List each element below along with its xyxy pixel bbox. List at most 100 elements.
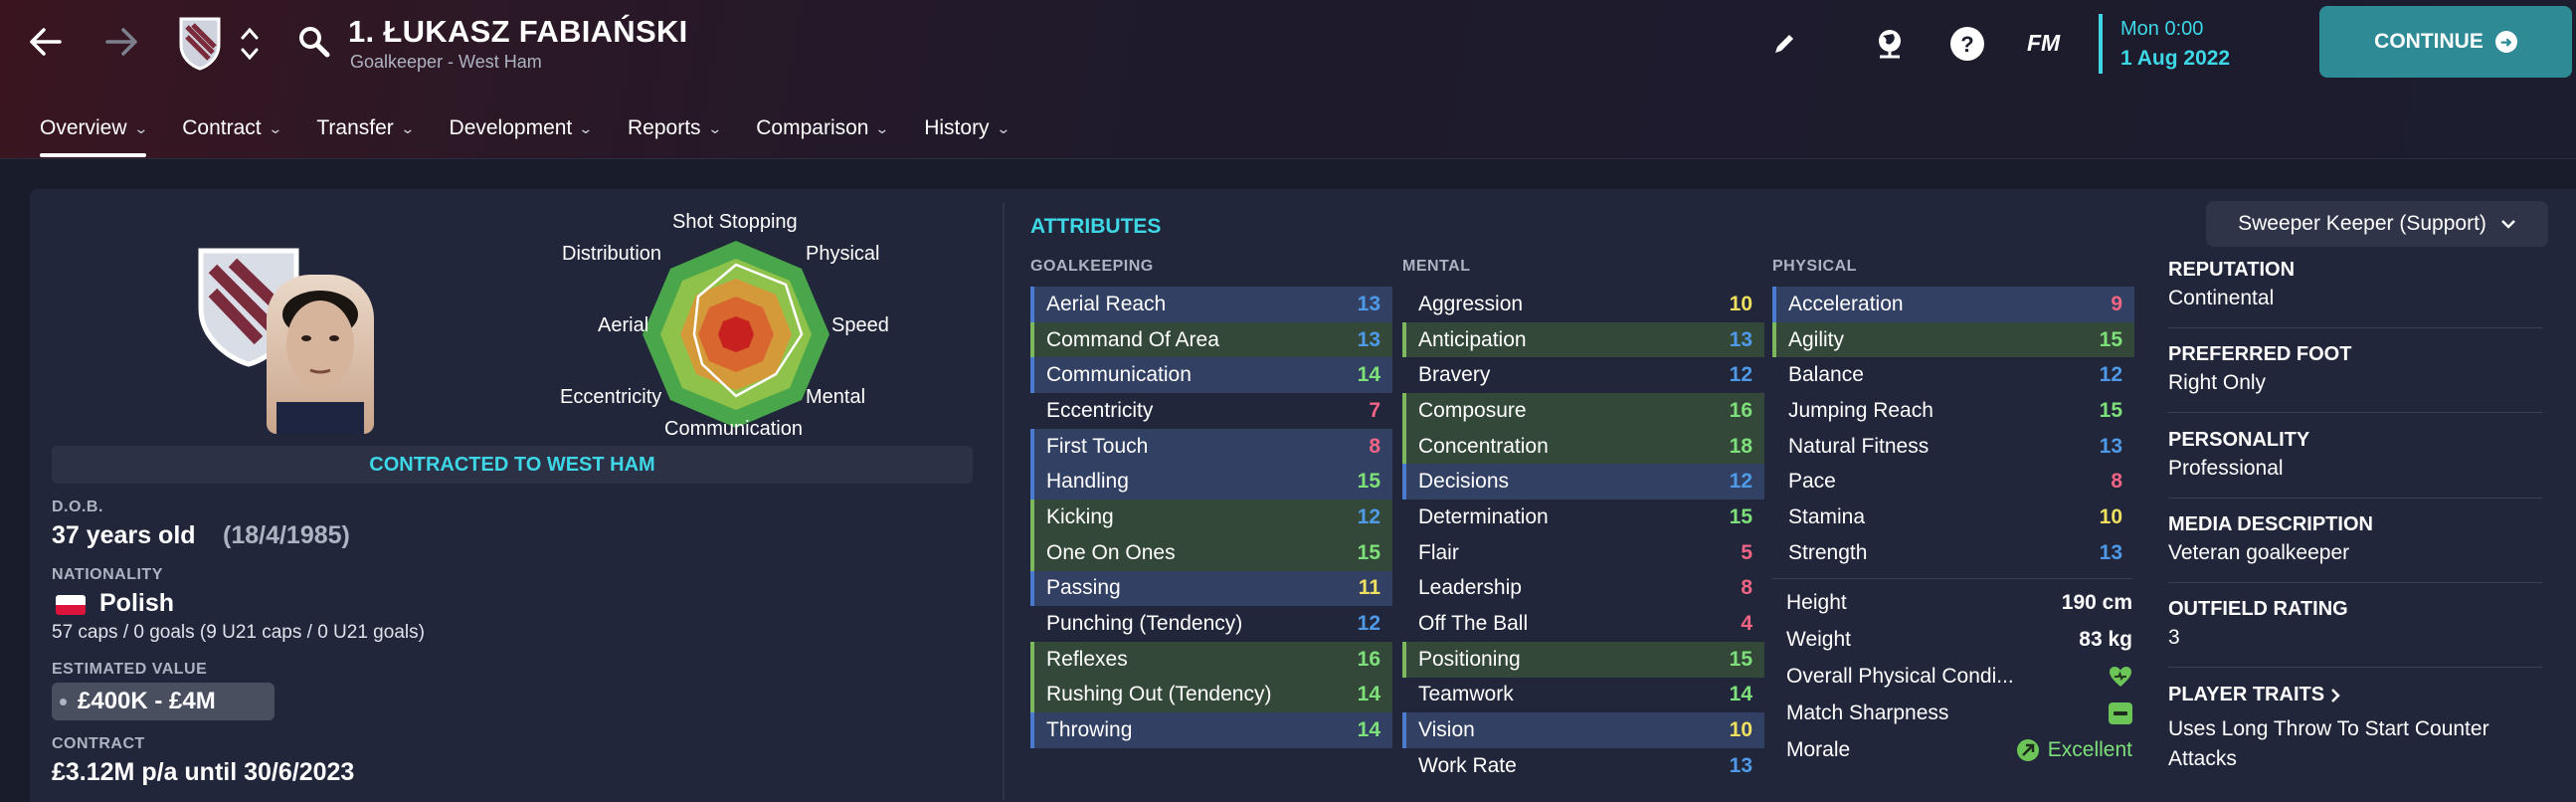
- attribute-row[interactable]: Natural Fitness 13: [1772, 429, 2134, 465]
- attribute-row[interactable]: Acceleration 9: [1772, 287, 2134, 322]
- forward-arrow-icon[interactable]: [101, 22, 141, 62]
- tab-overview[interactable]: Overview ⌄: [22, 107, 164, 157]
- attribute-row[interactable]: Punching (Tendency) 12: [1030, 606, 1392, 642]
- attribute-row[interactable]: Off The Ball 4: [1402, 606, 1764, 642]
- attribute-row[interactable]: Anticipation 13: [1402, 321, 1764, 358]
- attribute-name: Handling: [1046, 470, 1129, 494]
- edit-pencil-icon[interactable]: [1766, 26, 1802, 62]
- attribute-row[interactable]: Agility 15: [1772, 321, 2134, 358]
- radar-ring-inner: [718, 316, 754, 352]
- morale-up-arrow-icon: [2016, 739, 2039, 761]
- radar-label-aerial: Aerial: [598, 314, 649, 336]
- contract-status-banner[interactable]: CONTRACTED TO WEST HAM: [52, 446, 973, 484]
- sharpness-icon: [2109, 702, 2132, 724]
- preferred-foot-block: PREFERRED FOOT Right Only: [2168, 343, 2542, 413]
- attribute-row[interactable]: Vision 10: [1402, 712, 1764, 748]
- role-dropdown[interactable]: Sweeper Keeper (Support): [2206, 201, 2548, 247]
- nationality-value[interactable]: Polish: [99, 589, 175, 617]
- tab-comparison[interactable]: Comparison ⌄: [738, 107, 906, 149]
- attribute-row[interactable]: Pace 8: [1772, 464, 2134, 500]
- game-date[interactable]: Mon 0:00 1 Aug 2022: [2099, 14, 2230, 74]
- attribute-row[interactable]: Handling 15: [1030, 464, 1392, 501]
- radar-label-eccentricity: Eccentricity: [560, 386, 662, 408]
- attribute-row[interactable]: Bravery 12: [1402, 357, 1764, 393]
- attribute-value: 13: [1729, 327, 1752, 351]
- player-traits-link[interactable]: PLAYER TRAITS: [2168, 684, 2542, 706]
- chevron-down-icon: ⌄: [400, 119, 416, 136]
- outfield-rating-value: 3: [2168, 626, 2180, 649]
- help-icon[interactable]: ?: [1947, 24, 1987, 64]
- info-divider: [2168, 582, 2542, 583]
- tab-contract[interactable]: Contract ⌄: [164, 107, 298, 149]
- dob-label: D.O.B.: [52, 499, 103, 515]
- attribute-value: 13: [1729, 753, 1752, 777]
- attribute-name: Throwing: [1046, 718, 1133, 742]
- attribute-row[interactable]: Leadership 8: [1402, 571, 1764, 607]
- attribute-value: 8: [1741, 576, 1752, 600]
- reputation-block: REPUTATION Continental: [2168, 259, 2542, 328]
- attribute-row[interactable]: Kicking 12: [1030, 500, 1392, 535]
- attribute-row[interactable]: Passing 11: [1030, 570, 1392, 607]
- attribute-row[interactable]: Communication 14: [1030, 357, 1392, 394]
- attribute-row[interactable]: Composure 16: [1402, 393, 1764, 429]
- preferred-foot-value: Right Only: [2168, 371, 2267, 394]
- tab-history[interactable]: History ⌄: [906, 107, 1026, 149]
- back-arrow-icon[interactable]: [26, 22, 66, 62]
- outfield-rating-block: OUTFIELD RATING 3: [2168, 598, 2542, 668]
- attribute-row[interactable]: Stamina 10: [1772, 500, 2134, 535]
- continue-button[interactable]: CONTINUE ➜: [2319, 6, 2572, 78]
- attribute-name: Communication: [1046, 363, 1192, 387]
- attribute-value: 10: [1729, 718, 1752, 742]
- attribute-value: 12: [1729, 363, 1752, 387]
- attribute-row[interactable]: Throwing 14: [1030, 712, 1392, 748]
- tab-label: Comparison: [756, 116, 869, 139]
- dob-value: (18/4/1985): [223, 521, 350, 549]
- preferred-foot-label: PREFERRED FOOT: [2168, 343, 2352, 365]
- attribute-row[interactable]: Positioning 15: [1402, 641, 1764, 678]
- attribute-row[interactable]: Decisions 12: [1402, 464, 1764, 501]
- tab-reports[interactable]: Reports ⌄: [610, 107, 738, 149]
- world-globe-icon[interactable]: [1870, 24, 1910, 64]
- player-traits-block: PLAYER TRAITS Uses Long Throw To Start C…: [2168, 684, 2542, 774]
- club-crest-icon[interactable]: [175, 14, 225, 72]
- attribute-row[interactable]: Command Of Area 13: [1030, 321, 1392, 358]
- attribute-row[interactable]: One On Ones 15: [1030, 534, 1392, 571]
- attribute-name: Off The Ball: [1418, 612, 1529, 636]
- attribute-row[interactable]: Flair 5: [1402, 535, 1764, 571]
- attribute-name: Command Of Area: [1046, 327, 1219, 351]
- search-icon[interactable]: [294, 22, 334, 62]
- fm-menu-button[interactable]: FM: [2027, 30, 2061, 56]
- attribute-value: 15: [1357, 540, 1380, 564]
- attribute-row[interactable]: Rushing Out (Tendency) 14: [1030, 677, 1392, 713]
- attribute-row[interactable]: Work Rate 13: [1402, 748, 1764, 784]
- physical-attributes: Acceleration 9 Agility 15 Balance 12 Jumping R…: [1772, 287, 2134, 571]
- weight-row: Weight 83 kg: [1772, 628, 2132, 652]
- attribute-value: 14: [1357, 718, 1380, 742]
- tab-development[interactable]: Development ⌄: [432, 107, 610, 149]
- radar-label-speed: Speed: [831, 314, 889, 336]
- morale-value[interactable]: Excellent: [2047, 738, 2132, 761]
- attribute-row[interactable]: Aerial Reach 13: [1030, 287, 1392, 322]
- player-position-club: Goalkeeper - West Ham: [350, 52, 542, 72]
- attribute-row[interactable]: Balance 12: [1772, 357, 2134, 393]
- tab-transfer[interactable]: Transfer ⌄: [298, 107, 431, 149]
- player-traits-label: PLAYER TRAITS: [2168, 684, 2325, 705]
- attribute-name: Work Rate: [1418, 753, 1517, 777]
- attribute-row[interactable]: First Touch 8: [1030, 428, 1392, 465]
- attribute-row[interactable]: Aggression 10: [1402, 287, 1764, 322]
- attribute-row[interactable]: Concentration 18: [1402, 428, 1764, 465]
- attribute-row[interactable]: Determination 15: [1402, 500, 1764, 535]
- attribute-row[interactable]: Reflexes 16: [1030, 641, 1392, 678]
- attribute-name: First Touch: [1046, 434, 1149, 458]
- attribute-row[interactable]: Teamwork 14: [1402, 678, 1764, 713]
- attribute-name: Eccentricity: [1046, 398, 1154, 422]
- chevron-down-icon: ⌄: [132, 119, 149, 136]
- attribute-value: 14: [1729, 683, 1752, 706]
- attribute-row[interactable]: Jumping Reach 15: [1772, 393, 2134, 429]
- attribute-row[interactable]: Eccentricity 7: [1030, 393, 1392, 429]
- info-divider: [2168, 498, 2542, 499]
- attribute-row[interactable]: Strength 13: [1772, 535, 2134, 571]
- squad-switch-icon[interactable]: [237, 22, 263, 66]
- estimated-value-badge[interactable]: £400K - £4M: [52, 683, 275, 720]
- personality-block: PERSONALITY Professional: [2168, 429, 2542, 499]
